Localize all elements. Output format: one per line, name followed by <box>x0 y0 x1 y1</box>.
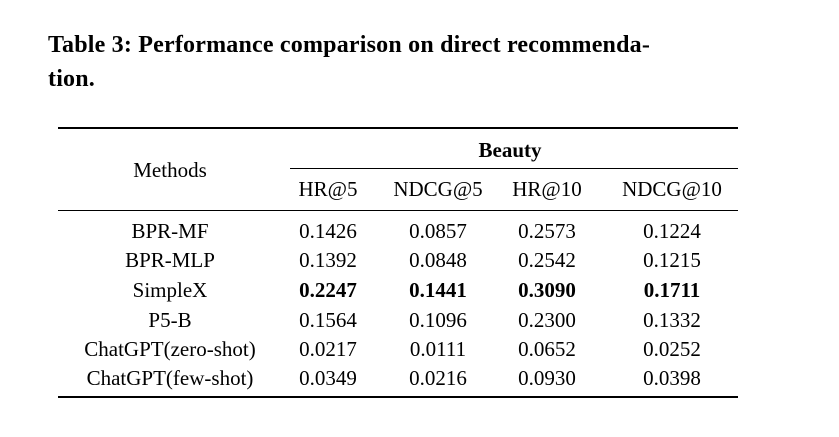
column-header: HR@10 <box>512 177 582 201</box>
methods-header: Methods <box>133 158 207 182</box>
metric-value: 0.0857 <box>409 219 467 243</box>
metric-value: 0.1096 <box>409 308 467 332</box>
column-header: HR@5 <box>298 177 358 201</box>
metric-value: 0.0252 <box>643 337 701 361</box>
metric-value: 0.0216 <box>409 366 467 390</box>
metric-value: 0.1224 <box>643 219 701 243</box>
metric-value: 0.0349 <box>299 366 357 390</box>
metric-value: 0.2542 <box>518 248 576 272</box>
table-bottom-rule <box>58 396 738 398</box>
metric-value: 0.2300 <box>518 308 576 332</box>
metric-value: 0.0930 <box>518 366 576 390</box>
metric-value: 0.2247 <box>299 278 357 302</box>
metric-value: 0.0217 <box>299 337 357 361</box>
header-separator-rule <box>58 210 738 211</box>
metric-value: 0.0848 <box>409 248 467 272</box>
table-caption: Table 3: Performance comparison on direc… <box>48 28 788 96</box>
metric-value: 0.0111 <box>409 337 467 361</box>
metric-value: 0.2573 <box>518 219 576 243</box>
method-name: ChatGPT(zero-shot) <box>84 337 256 361</box>
metric-value: 0.1332 <box>643 308 701 332</box>
method-name: BPR-MF <box>131 219 209 243</box>
metric-value: 0.3090 <box>518 278 576 302</box>
table-top-rule <box>58 127 738 129</box>
column-header: NDCG@5 <box>393 177 483 201</box>
caption-line-2: tion. <box>48 66 96 92</box>
metric-value: 0.1564 <box>299 308 357 332</box>
group-underline-rule <box>290 168 738 169</box>
method-name: ChatGPT(few-shot) <box>86 366 254 390</box>
method-name: P5-B <box>148 308 192 332</box>
metric-value: 0.1215 <box>643 248 701 272</box>
metric-value: 0.0652 <box>518 337 576 361</box>
metric-value: 0.1426 <box>299 219 357 243</box>
method-name: SimpleX <box>132 278 208 302</box>
method-name: BPR-MLP <box>125 248 215 272</box>
column-header: NDCG@10 <box>622 177 722 201</box>
caption-line-1: Table 3: Performance comparison on direc… <box>48 32 651 58</box>
metric-value: 0.1392 <box>299 248 357 272</box>
metric-value: 0.1441 <box>409 278 467 302</box>
metric-value: 0.1711 <box>643 278 701 302</box>
metric-value: 0.0398 <box>643 366 701 390</box>
beauty-group-header: Beauty <box>478 138 542 162</box>
